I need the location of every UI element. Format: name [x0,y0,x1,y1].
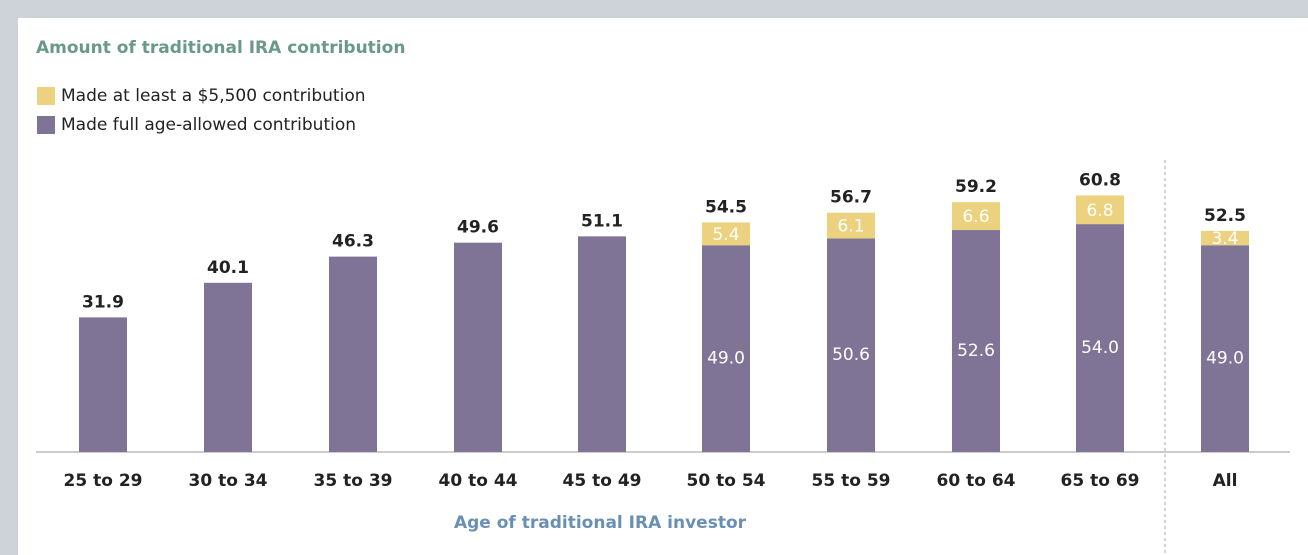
segment-label: 54.0 [1081,338,1119,358]
bar-segment [827,238,875,452]
total-label: 59.2 [955,177,997,197]
segment-label: 49.0 [1206,349,1244,369]
total-label: 56.7 [830,188,872,208]
bar-segment [79,317,127,452]
bar-segment [702,245,750,452]
bar-label: 46.3 [332,232,374,252]
segment-label: 6.6 [962,207,989,227]
x-tick-label: 40 to 44 [439,471,518,491]
bar-segment [952,230,1000,452]
x-tick-label: 55 to 59 [812,471,891,491]
legend-swatch [37,87,55,105]
chart-title: Amount of traditional IRA contribution [36,38,405,58]
bar-segment [578,236,626,452]
total-label: 52.5 [1204,206,1246,226]
bar-segment [454,242,502,452]
legend-label: Made at least a $5,500 contribution [61,86,366,106]
x-tick-label: 35 to 39 [314,471,393,491]
segment-label: 3.4 [1211,229,1238,249]
bar-segment [1201,245,1249,452]
bar-label: 40.1 [207,258,249,278]
segment-label: 5.4 [712,225,739,245]
legend-label: Made full age-allowed contribution [61,115,356,135]
segment-label: 52.6 [957,341,995,361]
x-tick-label: 30 to 34 [189,471,268,491]
bar-segment [827,212,875,239]
bar-segment [1076,224,1124,452]
segment-label: 6.1 [837,217,864,237]
segment-label: 50.6 [832,345,870,365]
x-tick-label: 65 to 69 [1061,471,1140,491]
bar-segment [329,256,377,452]
total-label: 60.8 [1079,170,1121,190]
bar-segment [702,222,750,246]
segment-label: 49.0 [707,349,745,369]
segment-label: 6.8 [1086,201,1113,221]
bar-segment [1201,230,1249,246]
x-tick-label: 45 to 49 [563,471,642,491]
x-tick-label: 60 to 64 [937,471,1016,491]
total-label: 54.5 [705,197,747,217]
x-tick-label: 50 to 54 [687,471,766,491]
legend-swatch [37,116,55,134]
bar-label: 31.9 [82,292,124,312]
x-tick-label: All [1213,471,1238,491]
bar-segment [952,202,1000,231]
x-tick-label: 25 to 29 [64,471,143,491]
bar-segment [204,282,252,452]
bar-label: 49.6 [457,218,499,238]
x-axis-title: Age of traditional IRA investor [454,513,747,533]
bar-label: 51.1 [581,211,623,231]
bar-segment [1076,195,1124,225]
